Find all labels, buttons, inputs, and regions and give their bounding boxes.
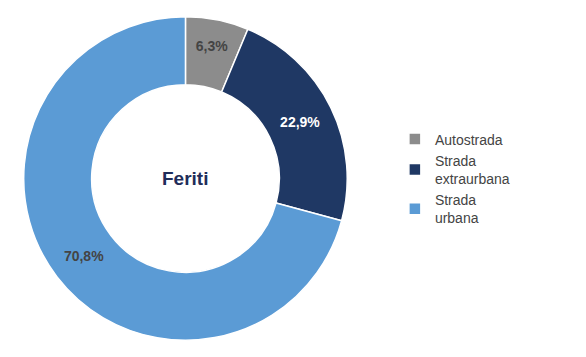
svg-text:Autostrada: Autostrada: [435, 132, 503, 148]
svg-text:70,8%: 70,8%: [64, 248, 104, 264]
svg-text:Stradaextraurbana: Stradaextraurbana: [435, 153, 510, 187]
svg-text:22,9%: 22,9%: [280, 114, 320, 130]
svg-text:6,3%: 6,3%: [196, 38, 228, 54]
svg-text:Feriti: Feriti: [162, 168, 208, 189]
svg-text:Stradaurbana: Stradaurbana: [435, 192, 479, 226]
